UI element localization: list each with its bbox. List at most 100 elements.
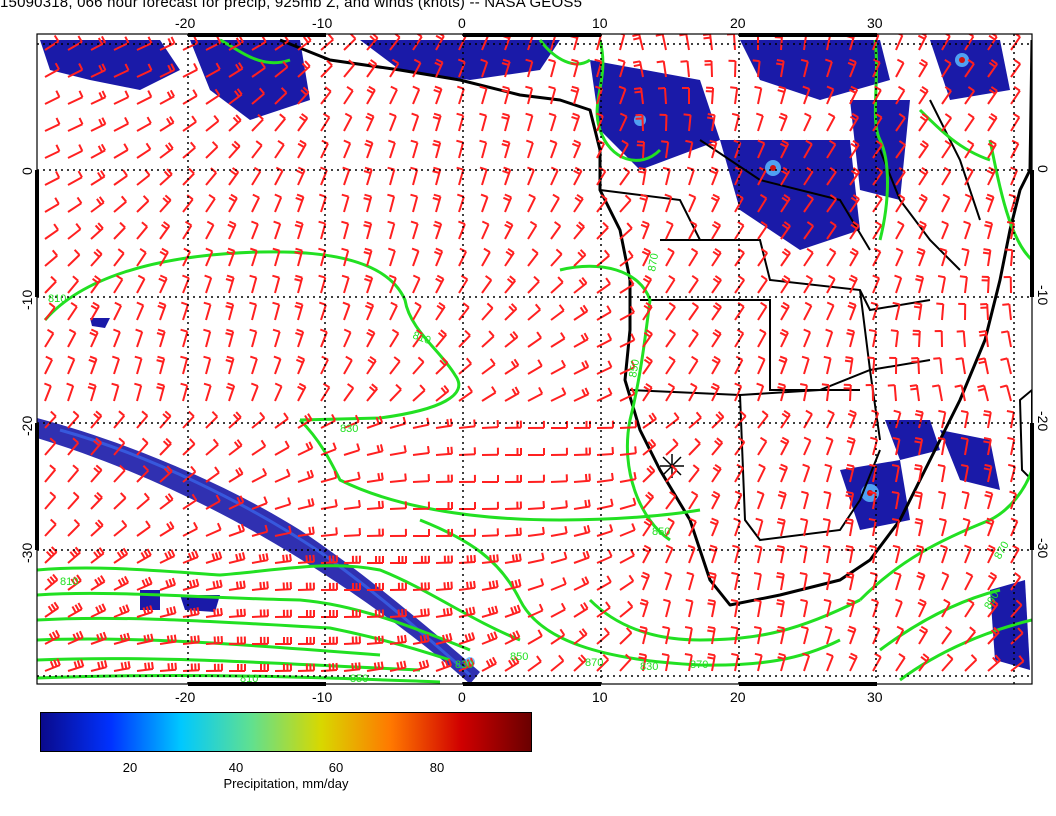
- wind-barb-feather: [170, 63, 176, 71]
- wind-barb: [895, 493, 900, 510]
- wind-barb-feather: [897, 220, 905, 226]
- wind-barb: [941, 466, 946, 483]
- wind-barb-feather: [259, 582, 262, 590]
- wind-barb-feather: [210, 167, 217, 174]
- wind-barb-feather: [757, 355, 766, 361]
- wind-barb-feather: [806, 166, 814, 173]
- wind-barb-feather: [486, 633, 492, 642]
- wind-barb-feather: [501, 143, 509, 147]
- wind-barb-feather: [51, 249, 58, 257]
- wind-barb-feather: [191, 115, 197, 123]
- wind-barb-feather: [849, 409, 857, 415]
- wind-barb-feather: [351, 662, 354, 671]
- wind-barb-feather: [446, 608, 450, 616]
- wind-barb-feather: [485, 660, 491, 668]
- wind-barb-feather: [871, 598, 879, 603]
- wind-barb-feather: [919, 169, 927, 176]
- wind-barb: [435, 424, 452, 429]
- wind-barb-feather: [180, 328, 188, 333]
- wind-barb-feather: [869, 544, 877, 549]
- wind-barb-feather: [449, 607, 453, 615]
- wind-barb-feather: [90, 328, 99, 334]
- wind-barb: [986, 303, 989, 321]
- wind-barb-feather: [580, 603, 586, 611]
- wind-barb-feather: [632, 497, 637, 505]
- wind-barb-feather: [304, 414, 310, 423]
- wind-barb: [895, 304, 901, 321]
- wind-barb-feather: [97, 661, 101, 670]
- wind-barb: [642, 196, 649, 213]
- wind-barb-feather: [365, 115, 373, 121]
- wind-barb: [1005, 385, 1012, 402]
- wind-barb: [435, 278, 445, 294]
- wind-barb-feather: [846, 571, 854, 576]
- wind-barb: [205, 500, 221, 510]
- wind-barb: [44, 176, 60, 186]
- wind-barb-feather: [239, 608, 243, 617]
- wind-barb-feather: [873, 247, 881, 253]
- wind-barb: [964, 547, 972, 564]
- wind-barb-feather: [318, 274, 326, 279]
- wind-barb-feather: [308, 441, 314, 449]
- wind-barb: [803, 116, 812, 132]
- precip-colorbar: [40, 712, 532, 752]
- wind-barb-feather: [378, 415, 384, 424]
- wind-barb: [619, 478, 636, 483]
- wind-barb-feather: [508, 305, 515, 312]
- wind-barb-feather: [144, 578, 150, 586]
- wind-barb-feather: [214, 466, 220, 474]
- wind-barb-feather: [235, 114, 242, 121]
- wind-barb: [389, 62, 400, 78]
- wind-barb: [550, 169, 559, 186]
- wind-barb: [44, 332, 55, 348]
- wind-barb: [941, 277, 946, 294]
- wind-barb: [458, 453, 476, 456]
- wind-barb: [44, 551, 58, 564]
- wind-barb-feather: [415, 34, 423, 38]
- wind-barb-feather: [827, 112, 836, 118]
- wind-barb-feather: [166, 635, 170, 643]
- wind-barb-feather: [124, 90, 130, 98]
- wind-barb-feather: [868, 329, 877, 333]
- wind-barb-feather: [731, 112, 740, 117]
- wind-barb: [780, 493, 787, 510]
- wind-barb-feather: [295, 301, 303, 306]
- wind-barb-feather: [890, 329, 899, 333]
- wind-barb-feather: [715, 413, 722, 420]
- wind-barb: [504, 364, 519, 375]
- wind-barb-feather: [999, 384, 1008, 389]
- wind-barb-feather: [226, 355, 234, 360]
- wind-barb-feather: [163, 170, 171, 178]
- wind-barb-feather: [439, 359, 446, 366]
- wind-barb-feather: [529, 220, 537, 227]
- wind-barb-feather: [570, 62, 578, 66]
- wind-barb-feather: [689, 220, 697, 226]
- wind-barb-feather: [322, 112, 330, 119]
- wind-barb-feather: [147, 90, 153, 98]
- wind-barb-feather: [450, 581, 453, 589]
- wind-barb: [343, 250, 350, 267]
- wind-barb-feather: [100, 170, 106, 178]
- wind-barb: [688, 114, 692, 132]
- wind-barb-feather: [196, 607, 200, 615]
- wind-barb-feather: [540, 578, 545, 586]
- wind-barb-feather: [279, 113, 286, 120]
- wind-barb: [987, 631, 1000, 645]
- wind-barb-feather: [334, 499, 338, 507]
- wind-barb-feather: [166, 607, 170, 616]
- wind-barb: [573, 607, 589, 618]
- wind-barb: [136, 174, 151, 186]
- wind-barb-feather: [914, 521, 922, 525]
- wind-barb: [136, 278, 146, 294]
- wind-barb: [849, 466, 855, 483]
- wind-barb: [780, 520, 786, 537]
- wind-barb: [596, 530, 613, 537]
- wind-barb: [941, 630, 953, 645]
- wind-barb-feather: [47, 605, 54, 613]
- wind-barb: [550, 142, 558, 159]
- wind-barb: [688, 442, 701, 456]
- wind-barb-feather: [436, 304, 444, 311]
- wind-barb-feather: [381, 500, 384, 508]
- wind-barb-feather: [684, 626, 693, 630]
- wind-barb-feather: [169, 521, 175, 529]
